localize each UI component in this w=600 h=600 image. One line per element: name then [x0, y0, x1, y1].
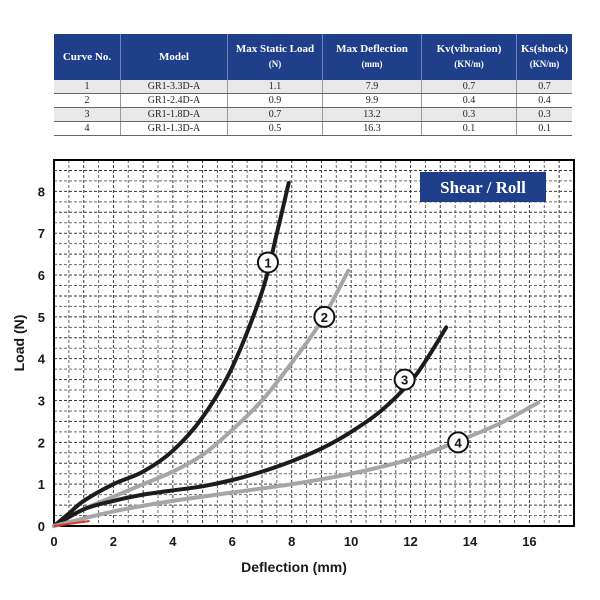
cell-kv: 0.3	[421, 107, 517, 122]
header-ks-shock-unit: (KN/m)	[529, 59, 560, 69]
header-max-deflection-label: Max Deflection	[336, 43, 408, 55]
cell-max-static-load: 0.7	[227, 107, 323, 122]
table-row: 3 GR1-1.8D-A 0.7 13.2 0.3 0.3	[54, 107, 572, 122]
header-ks-shock: Ks(shock) (KN/m)	[516, 34, 572, 80]
cell-ks: 0.1	[516, 121, 572, 136]
curve-label-circle-4	[447, 431, 470, 454]
cell-model: GR1-2.4D-A	[120, 93, 228, 108]
header-curve-no-label: Curve No.	[62, 50, 112, 63]
cell-curve-no: 1	[54, 80, 121, 94]
header-max-static-load-unit: (N)	[268, 59, 282, 69]
curve-label-circle-3	[393, 368, 416, 391]
series-line-2	[52, 268, 351, 528]
y-tick-label: 2	[38, 435, 45, 450]
cell-max-deflection: 16.3	[322, 121, 422, 136]
cell-curve-no: 3	[54, 107, 121, 122]
chart-title-box	[420, 172, 546, 202]
y-tick-label: 6	[38, 268, 45, 283]
cell-model: GR1-1.3D-A	[120, 121, 228, 136]
cell-ks: 0.4	[516, 93, 572, 108]
cell-kv: 0.4	[421, 93, 517, 108]
curve-label-4: 4	[454, 435, 462, 450]
cell-ks: 0.3	[516, 107, 572, 122]
y-tick-label: 8	[38, 184, 45, 199]
cell-ks: 0.7	[516, 80, 572, 94]
header-model: Model	[120, 34, 228, 80]
series-line-1	[52, 181, 291, 528]
y-tick-label: 1	[38, 477, 45, 492]
x-tick-label: 8	[288, 534, 295, 549]
table-row: 1 GR1-3.3D-A 1.1 7.9 0.7 0.7	[54, 80, 572, 94]
x-tick-label: 6	[229, 534, 236, 549]
x-axis-title: Deflection (mm)	[241, 559, 347, 575]
header-kv-vibration: Kv(vibration) (KN/m)	[421, 34, 517, 80]
header-model-label: Model	[159, 50, 189, 63]
y-tick-label: 4	[38, 352, 46, 367]
header-kv-vibration-unit: (KN/m)	[454, 59, 484, 69]
plot-area	[54, 160, 574, 526]
cell-model: GR1-1.8D-A	[120, 107, 228, 122]
curve-label-3: 3	[401, 373, 408, 388]
cell-max-deflection: 9.9	[322, 93, 422, 108]
curve-label-circle-1	[256, 251, 279, 274]
cell-kv: 0.1	[421, 121, 517, 136]
header-curve-no: Curve No.	[54, 34, 121, 80]
y-tick-label: 7	[38, 226, 45, 241]
curve-label-circle-2	[313, 305, 336, 328]
table-row: 2 GR1-2.4D-A 0.9 9.9 0.4 0.4	[54, 93, 572, 108]
cell-max-static-load: 1.1	[227, 80, 323, 94]
curve-label-2: 2	[321, 310, 328, 325]
y-tick-label: 5	[38, 310, 45, 325]
x-tick-label: 16	[522, 534, 536, 549]
cell-max-deflection: 7.9	[322, 80, 422, 94]
cell-max-deflection: 13.2	[322, 107, 422, 122]
cell-max-static-load: 0.9	[227, 93, 323, 108]
cell-curve-no: 4	[54, 121, 121, 136]
table-row: 4 GR1-1.3D-A 0.5 16.3 0.1 0.1	[54, 121, 572, 136]
header-max-deflection-unit: (mm)	[361, 59, 383, 69]
y-axis-title: Load (N)	[11, 315, 27, 372]
header-max-static-load: Max Static Load (N)	[227, 34, 323, 80]
x-tick-label: 2	[110, 534, 117, 549]
plot-frame	[53, 159, 575, 527]
cell-curve-no: 2	[54, 93, 121, 108]
header-max-static-load-label: Max Static Load	[235, 43, 315, 55]
x-tick-label: 0	[50, 534, 57, 549]
cell-max-static-load: 0.5	[227, 121, 323, 136]
origin-marker	[53, 519, 90, 527]
y-tick-label: 3	[38, 394, 45, 409]
spec-table-header-row: Curve No. Model Max Static Load (N) Max D…	[54, 34, 572, 80]
spec-table: Curve No. Model Max Static Load (N) Max D…	[54, 34, 572, 136]
cell-kv: 0.7	[421, 80, 517, 94]
x-tick-label: 10	[344, 534, 358, 549]
cell-model: GR1-3.3D-A	[120, 80, 228, 94]
x-tick-label: 14	[463, 534, 478, 549]
x-tick-label: 12	[403, 534, 417, 549]
chart-title: Shear / Roll	[440, 178, 526, 197]
series-line-4	[52, 400, 541, 528]
curve-label-1: 1	[264, 255, 271, 270]
x-tick-label: 4	[169, 534, 177, 549]
header-max-deflection: Max Deflection (mm)	[322, 34, 422, 80]
y-tick-label: 0	[38, 519, 45, 534]
header-ks-shock-label: Ks(shock)	[520, 43, 569, 55]
header-kv-vibration-label: Kv(vibration)	[436, 43, 502, 55]
